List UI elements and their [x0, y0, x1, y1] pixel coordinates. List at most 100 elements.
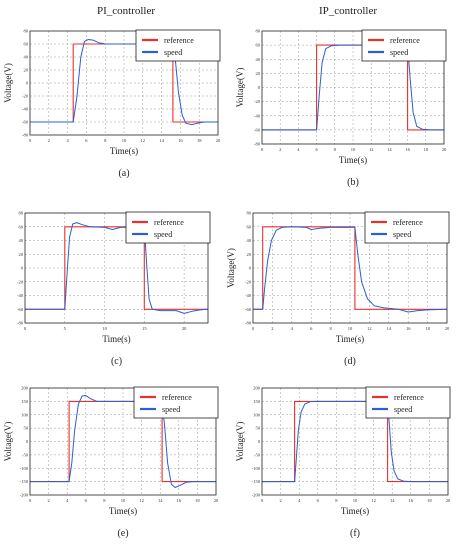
panel-d-ytick-label: -60 — [245, 307, 252, 312]
panel-f-frame — [261, 387, 449, 496]
panel-d-legend-label-reference: reference — [393, 218, 423, 227]
panel-e-ytick-label: 0 — [26, 439, 29, 444]
panel-b-xtick-label: 0 — [261, 147, 264, 152]
panel-a-legend-box — [135, 29, 221, 62]
panel-e-xtick-label: 4 — [66, 498, 69, 503]
panel-f-ytick-label: 50 — [256, 426, 261, 431]
panel-c-caption: (c) — [111, 356, 122, 367]
panel-f-xtick-label: 18 — [427, 498, 432, 503]
panel-d-ytick-label: 20 — [247, 252, 252, 257]
panel-c-legend-label-reference: reference — [154, 218, 184, 227]
panel-a-xtick-label: 2 — [48, 138, 50, 143]
panel-a-caption: (a) — [118, 168, 129, 179]
panel-e-ylabel: Voltage(V) — [3, 422, 13, 462]
panel-f-xtick-label: 0 — [261, 498, 264, 503]
panel-f-ytick-label: 200 — [253, 386, 261, 391]
panel-f-ytick-label: 100 — [253, 412, 261, 417]
panel-d-xtick-label: 0 — [252, 326, 255, 331]
panel-a-xtick-label: 8 — [104, 138, 107, 143]
panel-e-ytick-label: 50 — [24, 426, 29, 431]
panel-b-xtick-label: 8 — [334, 147, 337, 152]
panel-c: 0 5 10 15 20 -80 -60 -40 -20 0 20 40 60 80 reference sp… — [17, 211, 211, 367]
panel-b-xtick-label: 18 — [424, 147, 429, 152]
panel-e-xtick-label: 8 — [103, 498, 106, 503]
panel-a-xtick-label: 20 — [216, 138, 221, 143]
panel-d-xtick-label: 10 — [348, 326, 353, 331]
panel-f-xlabel: Time(s) — [341, 506, 369, 516]
panel-b-xtick-label: 2 — [279, 147, 281, 152]
panel-b-xtick-label: 4 — [297, 147, 300, 152]
panel-d-ytick-label: 0 — [249, 266, 252, 271]
panel-c-xtick-label: 15 — [142, 326, 147, 331]
panel-e-ytick-label: -50 — [22, 452, 29, 457]
panel-a-xtick-label: 6 — [85, 138, 88, 143]
panel-f-xtick-label: 8 — [335, 498, 338, 503]
panel-e-xtick-label: 0 — [29, 498, 32, 503]
panel-d-xtick-label: 20 — [445, 326, 450, 331]
panel-c-legend: reference speed — [125, 211, 211, 244]
panel-f-ytick-label: 0 — [258, 439, 261, 444]
panel-d-legend-label-speed: speed — [393, 230, 411, 239]
panel-a-legend-label-reference: reference — [164, 36, 194, 45]
panel-a-xtick-label: 12 — [141, 138, 146, 143]
panel-c-ytick-label: -20 — [17, 279, 24, 284]
panel-f-xtick-label: 16 — [409, 498, 414, 503]
panel-e-legend-label-reference: reference — [162, 393, 192, 402]
panel-b-legend-label-speed: speed — [390, 48, 408, 57]
panel-d-legend-box — [364, 211, 450, 244]
panel-f: 0 2 4 6 8 10 12 14 16 18 20 -200 -150 -100 -50 0 50 100 15… — [235, 386, 451, 540]
panel-f-xtick-label: 2 — [279, 498, 281, 503]
panel-b-xtick-label: 6 — [315, 147, 318, 152]
panel-a-xtick-label: 14 — [159, 138, 164, 143]
panel-c-ytick-label: 20 — [19, 252, 24, 257]
panel-c-ytick-label: 80 — [19, 211, 24, 216]
panel-b-xtick-label: 10 — [351, 147, 356, 152]
panel-e-xlabel: Time(s) — [109, 506, 137, 516]
panel-e-xtick-label: 18 — [195, 498, 200, 503]
panel-c-ytick-label: 0 — [21, 266, 24, 271]
panel-f-ytick-label: -50 — [254, 452, 261, 457]
panel-e-xtick-label: 12 — [139, 498, 144, 503]
panel-f-ytick-label: -100 — [252, 466, 261, 471]
panel-e-xtick-label: 6 — [85, 498, 88, 503]
panel-a-ytick-label: 20 — [24, 68, 29, 73]
panel-d-ytick-label: 80 — [247, 211, 252, 216]
panel-a-legend: reference speed — [135, 29, 221, 62]
panel-e-xtick-label: 14 — [158, 498, 163, 503]
panel-f-legend-box — [365, 386, 451, 419]
panel-d-caption: (d) — [344, 356, 356, 367]
panel-c-xtick-label: 0 — [24, 326, 27, 331]
panel-e-ytick-label: -100 — [20, 466, 29, 471]
panel-e-ytick-label: 150 — [21, 399, 29, 404]
panel-b-xtick-label: 14 — [387, 147, 392, 152]
panel-a-ytick-label: 40 — [24, 55, 29, 60]
panel-c-xtick-label: 20 — [182, 326, 187, 331]
panel-e-caption: (e) — [117, 528, 128, 539]
panel-b-ytick-label: 80 — [256, 29, 261, 34]
panel-b-ytick-label: 40 — [256, 57, 261, 62]
panel-b-xtick-label: 16 — [405, 147, 410, 152]
panel-a-xtick-label: 4 — [66, 138, 69, 143]
panel-f-xtick-label: 10 — [353, 498, 358, 503]
panel-b-ytick-label: 20 — [256, 71, 261, 76]
panel-f-xtick-label: 12 — [371, 498, 376, 503]
panel-f-ytick-label: -200 — [252, 493, 261, 498]
panel-e-series-speed — [30, 395, 216, 488]
panel-a-ytick-label: 0 — [26, 81, 29, 86]
panel-f-ytick-label: 150 — [253, 399, 261, 404]
panel-f-caption: (f) — [350, 528, 360, 539]
panel-d-xtick-label: 16 — [406, 326, 411, 331]
panel-c-ytick-label: 60 — [19, 224, 24, 229]
panel-a-xtick-label: 0 — [29, 138, 32, 143]
panel-b-xlabel: Time(s) — [339, 155, 367, 165]
panel-b-legend: reference speed — [361, 29, 447, 62]
panel-a-ytick-label: 80 — [24, 29, 29, 34]
panel-f-series-speed — [262, 400, 448, 483]
panel-d-xtick-label: 8 — [329, 326, 332, 331]
panel-b-legend-box — [361, 29, 447, 62]
panel-d-ytick-label: -20 — [245, 279, 252, 284]
panel-e-ytick-label: -150 — [20, 479, 29, 484]
panel-d-xtick-label: 4 — [291, 326, 294, 331]
panel-c-series-speed — [25, 222, 209, 314]
